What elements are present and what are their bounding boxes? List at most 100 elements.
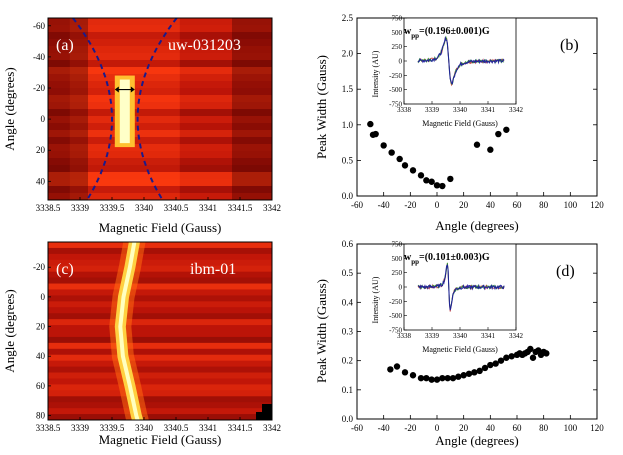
data-point (367, 120, 374, 128)
data-point (503, 354, 510, 361)
inset-y-tick-label: 500 (392, 255, 403, 263)
heat-edge-left (48, 18, 88, 200)
heat-row-mid (69, 46, 180, 54)
heat-row (48, 384, 272, 391)
heat-row (48, 271, 272, 279)
heat-row-mid (69, 151, 180, 159)
y-tick-label: 20 (36, 145, 46, 155)
data-point (417, 172, 425, 179)
inset-x-tick-label: 3338 (397, 332, 412, 340)
inset-spectrum-trace (417, 264, 505, 311)
y-tick-label: 2.5 (342, 13, 354, 23)
y-tick-label: -20 (33, 262, 45, 272)
heat-row (48, 354, 272, 362)
x-tick-label: 40 (486, 200, 496, 210)
inset-x-tick-label: 3338 (397, 106, 412, 114)
x-tick-label: 40 (486, 423, 496, 433)
y-tick-label: 0.1 (342, 385, 353, 395)
data-point (388, 149, 395, 156)
inset-y-tick-label: 250 (392, 269, 403, 277)
envelope-right (136, 18, 178, 199)
inset-y-tick-label: -250 (389, 298, 402, 306)
x-tick-label: -60 (351, 423, 363, 433)
panel-c-heatmap: 3338.5 3339 3339.5 3340 3340.5 3341 3341.5 3342… (2, 241, 281, 447)
inset-spectrum-trace (417, 36, 505, 85)
x-tick-label: 100 (564, 200, 578, 210)
heat-row-mid (69, 25, 180, 33)
inset-x-tick-label: 3342 (509, 332, 524, 340)
y-tick-label: 0.6 (342, 239, 354, 249)
heat-row-mid (69, 158, 180, 166)
heat-row (48, 390, 272, 397)
panel-c-frame (47, 241, 273, 421)
panel-b-inset-annotation: wpp=(0.196±0.001)G (404, 26, 490, 40)
inset-y-tick-label: 500 (392, 29, 403, 37)
panel-d-points (387, 345, 550, 383)
panel-d-inset: 3338 3339 3340 3341 3342 750 500 250 0 -250 -500 -7… (371, 241, 524, 355)
width-arrow-right (130, 86, 135, 93)
corner-artifact (256, 412, 262, 420)
resonance-core (119, 79, 130, 144)
data-point (495, 130, 502, 138)
panel-b-scatter: -60 -40 -20 0 20 40 60 80 100 120 0.0 0.5 1.0 1.5 2.0 2… (314, 13, 604, 233)
data-point (409, 372, 417, 379)
panel-c-label: (c) (56, 261, 74, 278)
panel-a-ticks: 3338.5 3339 3339.5 3340 3340.5 3341 3341.5 3342… (33, 21, 281, 213)
panel-b-inset-ylabel: Intensity (AU) (371, 50, 380, 97)
panel-b-label: (b) (560, 37, 579, 54)
panel-d-ticks: -60 -40 -20 0 20 40 60 80 100 120 0.0 0.1 0.2 0.3 0.4 0… (342, 239, 605, 433)
y-tick-label: 60 (36, 381, 46, 391)
panel-b-inset-xlabel: Magnetic Field (Gauss) (422, 119, 498, 128)
y-tick-label: -40 (33, 52, 45, 62)
y-tick-label: 2.0 (342, 49, 354, 59)
data-point (503, 126, 510, 133)
data-point (396, 155, 403, 163)
inset-y-tick-label: -500 (389, 86, 402, 94)
heat-row (48, 408, 272, 415)
y-tick-label: 0 (41, 114, 46, 124)
heat-row (48, 396, 272, 403)
x-tick-label: 60 (513, 200, 523, 210)
y-tick-label: -20 (33, 83, 45, 93)
x-tick-label: -20 (404, 200, 416, 210)
x-tick-label: 3341 (199, 203, 217, 213)
data-point (433, 182, 441, 189)
heat-row (48, 283, 272, 290)
data-point (417, 374, 425, 382)
x-tick-label: 80 (539, 200, 549, 210)
data-point (487, 361, 494, 369)
heat-row (48, 325, 272, 332)
heat-row (48, 259, 272, 267)
heat-row-mid (69, 144, 180, 152)
heat-row-mid (69, 60, 180, 68)
heat-row-mid (69, 18, 180, 26)
heat-row-mid (69, 172, 180, 180)
x-tick-label: 3341.5 (228, 423, 253, 433)
data-point (401, 369, 409, 376)
panel-b-inset-plot: 3338 3339 3340 3341 3342 750 500 250 0 -250 -500 -7… (389, 15, 523, 115)
heat-row-mid (69, 67, 180, 75)
y-tick-label: 0.0 (342, 414, 354, 424)
heat-row (48, 319, 272, 326)
data-point (401, 162, 409, 169)
data-point (372, 130, 379, 138)
data-point (447, 175, 454, 183)
inset-x-tick-label: 3342 (509, 106, 524, 114)
y-tick-label: 1.0 (342, 120, 354, 130)
data-point (444, 374, 451, 382)
x-tick-label: -20 (404, 423, 416, 433)
inset-y-tick-label: -750 (389, 327, 402, 335)
panel-d-inset-ylabel: Intensity (AU) (371, 276, 380, 323)
heat-row-mid (69, 186, 180, 194)
heat-row (48, 265, 272, 273)
y-tick-label: 20 (36, 322, 46, 332)
panel-a-xlabel: Magnetic Field (Gauss) (99, 220, 222, 235)
panel-c-ylabel: Angle (degrees) (2, 289, 17, 372)
x-tick-label: 3339 (71, 203, 90, 213)
heat-row (48, 242, 272, 249)
panel-a-label: (a) (56, 37, 74, 54)
x-tick-label: 3338.5 (36, 203, 61, 213)
heat-row (48, 348, 272, 356)
x-tick-label: 3341 (199, 423, 217, 433)
data-point (449, 374, 457, 382)
